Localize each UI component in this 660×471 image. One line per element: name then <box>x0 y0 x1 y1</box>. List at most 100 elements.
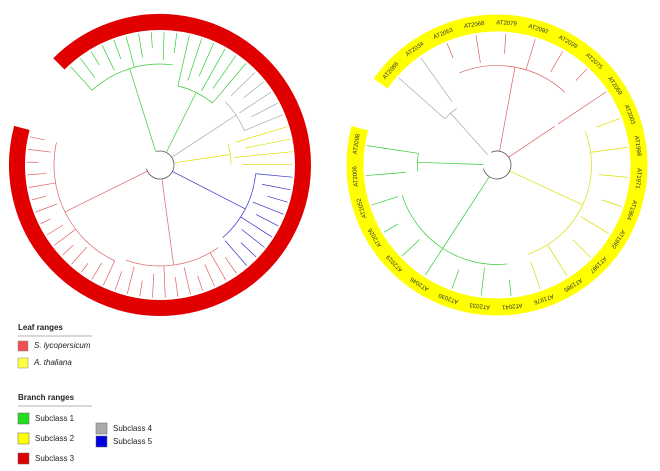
branch <box>530 261 541 290</box>
branch <box>255 173 293 178</box>
swatch <box>95 435 108 448</box>
branch <box>113 40 122 60</box>
branch <box>28 182 56 188</box>
branch <box>71 246 88 265</box>
branch <box>371 196 399 206</box>
branch <box>114 271 123 291</box>
branch <box>173 33 178 53</box>
swatch <box>17 357 29 369</box>
branch <box>240 242 257 258</box>
branch <box>27 149 51 153</box>
legend-item: S. lycopersicum <box>34 341 91 350</box>
left-tree <box>9 14 311 316</box>
branch <box>139 280 143 297</box>
branch <box>138 33 143 58</box>
branch <box>80 58 96 78</box>
branch <box>240 216 273 238</box>
branch <box>227 144 232 165</box>
branch <box>528 131 592 255</box>
branch <box>451 269 460 289</box>
legend-item: Subclass 1 <box>35 414 75 423</box>
branch <box>197 275 204 292</box>
leaf-label: AT2041 <box>501 302 523 310</box>
legend-item: A. thaliana <box>33 358 72 367</box>
swatch <box>17 412 30 425</box>
branch <box>125 247 219 267</box>
branch <box>244 114 284 131</box>
branch <box>255 214 279 227</box>
leaf-ring <box>346 14 648 316</box>
branch <box>241 229 265 248</box>
branch <box>126 266 135 294</box>
branch <box>150 32 153 49</box>
branch <box>417 161 484 165</box>
leaf-ring <box>9 14 311 316</box>
swatch <box>17 340 29 352</box>
branch <box>102 260 116 286</box>
legend-title: Leaf ranges <box>18 323 63 332</box>
branch <box>509 279 512 296</box>
root-arc <box>483 150 512 180</box>
leaf-label: AT1998 <box>633 135 642 157</box>
leaf-label: AT2033 <box>469 301 491 310</box>
branch <box>171 114 237 158</box>
branch <box>575 68 588 81</box>
legend: Leaf ranges S. lycopersicum A. thaliana … <box>17 323 153 465</box>
swatch <box>17 452 30 465</box>
leaf-label: AT2006 <box>352 165 360 187</box>
branch <box>366 145 419 154</box>
branch <box>243 81 264 99</box>
branch <box>183 267 191 295</box>
branch <box>162 32 165 61</box>
branch <box>580 216 610 235</box>
branch <box>173 154 231 164</box>
branch <box>590 147 628 153</box>
branch <box>239 91 272 114</box>
branch <box>70 66 93 91</box>
branch <box>209 252 227 281</box>
branch <box>525 39 536 70</box>
branch <box>599 174 628 178</box>
leaf-label: AT2068 <box>464 21 486 30</box>
branch <box>29 136 45 141</box>
branch <box>201 48 226 92</box>
branch <box>417 153 419 172</box>
branch <box>204 264 215 287</box>
branch <box>35 203 58 213</box>
branch <box>163 265 166 298</box>
branch <box>596 118 621 128</box>
branch <box>398 77 446 120</box>
branch <box>172 171 246 210</box>
branch <box>365 172 406 176</box>
branch <box>475 35 481 63</box>
leaf-label: AT1971 <box>634 168 642 190</box>
leaf-label: AT2098 <box>353 133 362 155</box>
branch <box>152 273 155 298</box>
branch <box>129 68 157 152</box>
branch <box>499 67 516 152</box>
branch <box>40 218 51 225</box>
root-arc <box>146 150 175 180</box>
branch <box>81 263 89 273</box>
branch <box>46 224 64 236</box>
branch <box>212 63 247 104</box>
branch <box>230 71 256 97</box>
branch <box>572 239 591 258</box>
branch <box>252 201 284 215</box>
branch <box>547 244 568 277</box>
swatch <box>17 432 30 445</box>
branch <box>504 33 507 54</box>
branch <box>262 184 291 191</box>
branch <box>420 57 453 103</box>
branch <box>53 228 76 246</box>
swatch <box>95 422 108 435</box>
branch <box>62 244 74 256</box>
branch <box>177 35 190 87</box>
branch <box>550 50 564 73</box>
branch <box>234 151 293 158</box>
branch <box>235 126 288 143</box>
branch <box>212 55 237 89</box>
branch <box>267 196 288 203</box>
branch <box>224 257 238 274</box>
